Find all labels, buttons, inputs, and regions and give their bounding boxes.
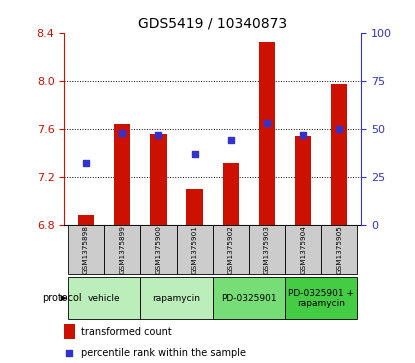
Text: vehicle: vehicle bbox=[88, 294, 120, 303]
Text: percentile rank within the sample: percentile rank within the sample bbox=[81, 348, 246, 358]
Text: PD-0325901 +
rapamycin: PD-0325901 + rapamycin bbox=[288, 289, 354, 308]
Text: GSM1375898: GSM1375898 bbox=[83, 225, 89, 274]
Bar bbox=[285, 225, 321, 274]
Point bbox=[191, 151, 198, 157]
Bar bbox=[64, 324, 75, 339]
Bar bbox=[104, 225, 140, 274]
Point bbox=[336, 126, 343, 132]
Text: GSM1375902: GSM1375902 bbox=[228, 225, 234, 274]
Point bbox=[83, 160, 89, 166]
Bar bbox=[114, 124, 130, 225]
Bar bbox=[331, 84, 347, 225]
Text: GSM1375905: GSM1375905 bbox=[336, 225, 342, 274]
Point bbox=[119, 130, 126, 136]
Bar bbox=[259, 42, 275, 225]
Bar bbox=[140, 225, 176, 274]
Bar bbox=[68, 225, 104, 274]
Bar bbox=[78, 215, 94, 225]
Text: protocol: protocol bbox=[42, 293, 82, 303]
Text: transformed count: transformed count bbox=[81, 327, 172, 337]
Text: GSM1375903: GSM1375903 bbox=[264, 225, 270, 274]
Bar bbox=[150, 134, 166, 225]
Bar bbox=[213, 225, 249, 274]
Bar bbox=[285, 277, 357, 319]
Bar bbox=[140, 277, 213, 319]
Bar bbox=[68, 277, 140, 319]
Point bbox=[227, 138, 234, 143]
Text: GSM1375901: GSM1375901 bbox=[192, 225, 198, 274]
Bar bbox=[249, 225, 285, 274]
Point bbox=[264, 120, 270, 126]
Bar bbox=[176, 225, 213, 274]
Text: PD-0325901: PD-0325901 bbox=[221, 294, 277, 303]
Text: rapamycin: rapamycin bbox=[152, 294, 200, 303]
Title: GDS5419 / 10340873: GDS5419 / 10340873 bbox=[138, 16, 287, 30]
Point bbox=[155, 132, 162, 138]
Point bbox=[66, 351, 73, 356]
Bar bbox=[295, 136, 311, 225]
Text: GSM1375900: GSM1375900 bbox=[155, 225, 161, 274]
Point bbox=[300, 132, 306, 138]
Bar bbox=[222, 163, 239, 225]
Bar bbox=[321, 225, 357, 274]
Bar bbox=[213, 277, 285, 319]
Text: GSM1375899: GSM1375899 bbox=[119, 225, 125, 274]
Bar bbox=[186, 189, 203, 225]
Text: GSM1375904: GSM1375904 bbox=[300, 225, 306, 274]
